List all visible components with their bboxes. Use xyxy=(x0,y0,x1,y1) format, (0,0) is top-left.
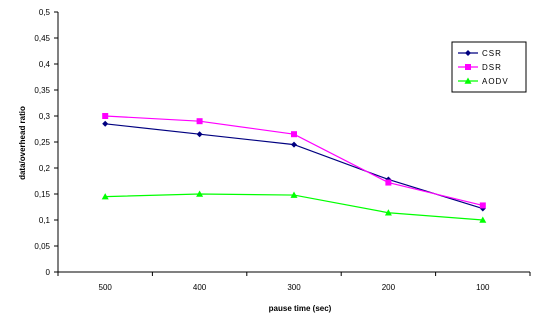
data-point-diamond xyxy=(196,131,203,138)
y-tick-label: 0,1 xyxy=(39,216,51,225)
legend-label: CSR xyxy=(482,49,502,58)
x-tick-label: 400 xyxy=(193,283,207,292)
legend: CSR DSR AODV xyxy=(451,41,527,93)
y-tick-label: 0,05 xyxy=(34,242,50,251)
data-point-triangle xyxy=(290,191,298,198)
x-axis: 500 400 300 200 100 xyxy=(57,272,531,292)
data-point-triangle xyxy=(479,216,487,223)
y-tick-label: 0,2 xyxy=(39,164,51,173)
data-point-square xyxy=(465,64,471,70)
y-tick-label: 0,35 xyxy=(34,86,50,95)
data-point-triangle xyxy=(101,193,109,200)
data-point-square xyxy=(102,113,109,119)
y-tick-label: 0,25 xyxy=(34,138,50,147)
data-point-diamond xyxy=(102,120,109,127)
legend-label: DSR xyxy=(482,63,502,72)
data-point-square xyxy=(196,118,203,125)
series-aodv xyxy=(101,190,487,223)
y-tick-label: 0,5 xyxy=(39,8,51,17)
y-tick-label: 0,4 xyxy=(39,60,51,69)
data-point-triangle xyxy=(464,77,472,84)
data-point-square xyxy=(385,179,392,186)
y-tick-label: 0,15 xyxy=(34,190,50,199)
data-point-diamond xyxy=(465,50,471,56)
y-axis: 0 0,05 0,1 0,15 0,2 0,25 0,3 0,35 0,4 0,45 0,5 xyxy=(34,8,58,277)
data-point-square xyxy=(291,131,297,138)
y-tick-label: 0 xyxy=(46,268,51,277)
y-tick-label: 0,3 xyxy=(39,112,51,121)
x-tick-label: 300 xyxy=(287,283,301,292)
data-point-square xyxy=(479,202,486,209)
data-point-diamond xyxy=(291,141,297,148)
legend-item-csr: CSR xyxy=(458,49,502,58)
x-tick-label: 500 xyxy=(99,283,113,292)
data-point-triangle xyxy=(196,190,204,197)
y-axis-label: data/overhead ratio xyxy=(18,106,27,180)
legend-label: AODV xyxy=(482,77,509,86)
x-axis-label: pause time (sec) xyxy=(269,304,332,313)
data-point-triangle xyxy=(384,209,392,216)
legend-item-dsr: DSR xyxy=(458,63,502,72)
series-line xyxy=(105,193,483,221)
y-tick-label: 0,45 xyxy=(34,34,50,43)
series-dsr xyxy=(102,113,486,209)
x-tick-label: 200 xyxy=(382,283,396,292)
x-tick-label: 100 xyxy=(476,283,490,292)
legend-item-aodv: AODV xyxy=(458,77,509,86)
series-layer xyxy=(101,113,487,223)
